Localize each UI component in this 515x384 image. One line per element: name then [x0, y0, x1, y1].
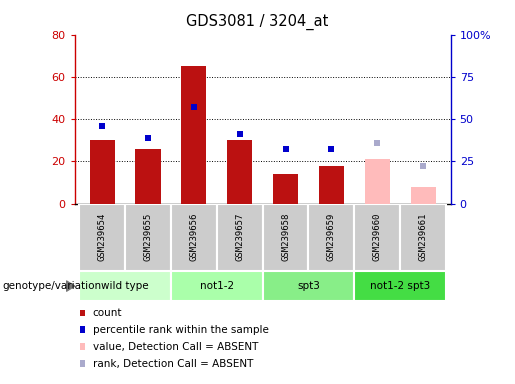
Text: GSM239655: GSM239655 [144, 213, 152, 261]
Bar [273, 174, 298, 204]
Bar [217, 204, 263, 271]
Text: GSM239654: GSM239654 [98, 213, 107, 261]
Bar [263, 271, 354, 301]
Bar [354, 204, 400, 271]
Bar [365, 159, 390, 204]
Bar [181, 66, 207, 204]
Text: not1-2: not1-2 [200, 281, 234, 291]
Text: GSM239657: GSM239657 [235, 213, 244, 261]
Bar [135, 149, 161, 204]
Text: rank, Detection Call = ABSENT: rank, Detection Call = ABSENT [93, 359, 253, 369]
Text: percentile rank within the sample: percentile rank within the sample [93, 325, 269, 335]
Text: wild type: wild type [101, 281, 149, 291]
Bar [354, 271, 446, 301]
Polygon shape [66, 281, 75, 291]
Bar [79, 204, 125, 271]
Bar [171, 204, 217, 271]
Text: genotype/variation: genotype/variation [3, 281, 101, 291]
Bar [90, 140, 115, 204]
Bar [263, 204, 308, 271]
Text: count: count [93, 308, 122, 318]
Text: value, Detection Call = ABSENT: value, Detection Call = ABSENT [93, 342, 258, 352]
Bar [171, 271, 263, 301]
Text: GSM239658: GSM239658 [281, 213, 290, 261]
Text: GSM239656: GSM239656 [190, 213, 198, 261]
Text: GSM239660: GSM239660 [373, 213, 382, 261]
Bar [125, 204, 171, 271]
Text: GSM239661: GSM239661 [419, 213, 427, 261]
Text: GSM239659: GSM239659 [327, 213, 336, 261]
Text: GDS3081 / 3204_at: GDS3081 / 3204_at [186, 13, 329, 30]
Bar [79, 271, 171, 301]
Bar [227, 140, 252, 204]
Bar [319, 166, 344, 204]
Bar [400, 204, 446, 271]
Bar [308, 204, 354, 271]
Bar [410, 187, 436, 204]
Text: not1-2 spt3: not1-2 spt3 [370, 281, 431, 291]
Text: spt3: spt3 [297, 281, 320, 291]
